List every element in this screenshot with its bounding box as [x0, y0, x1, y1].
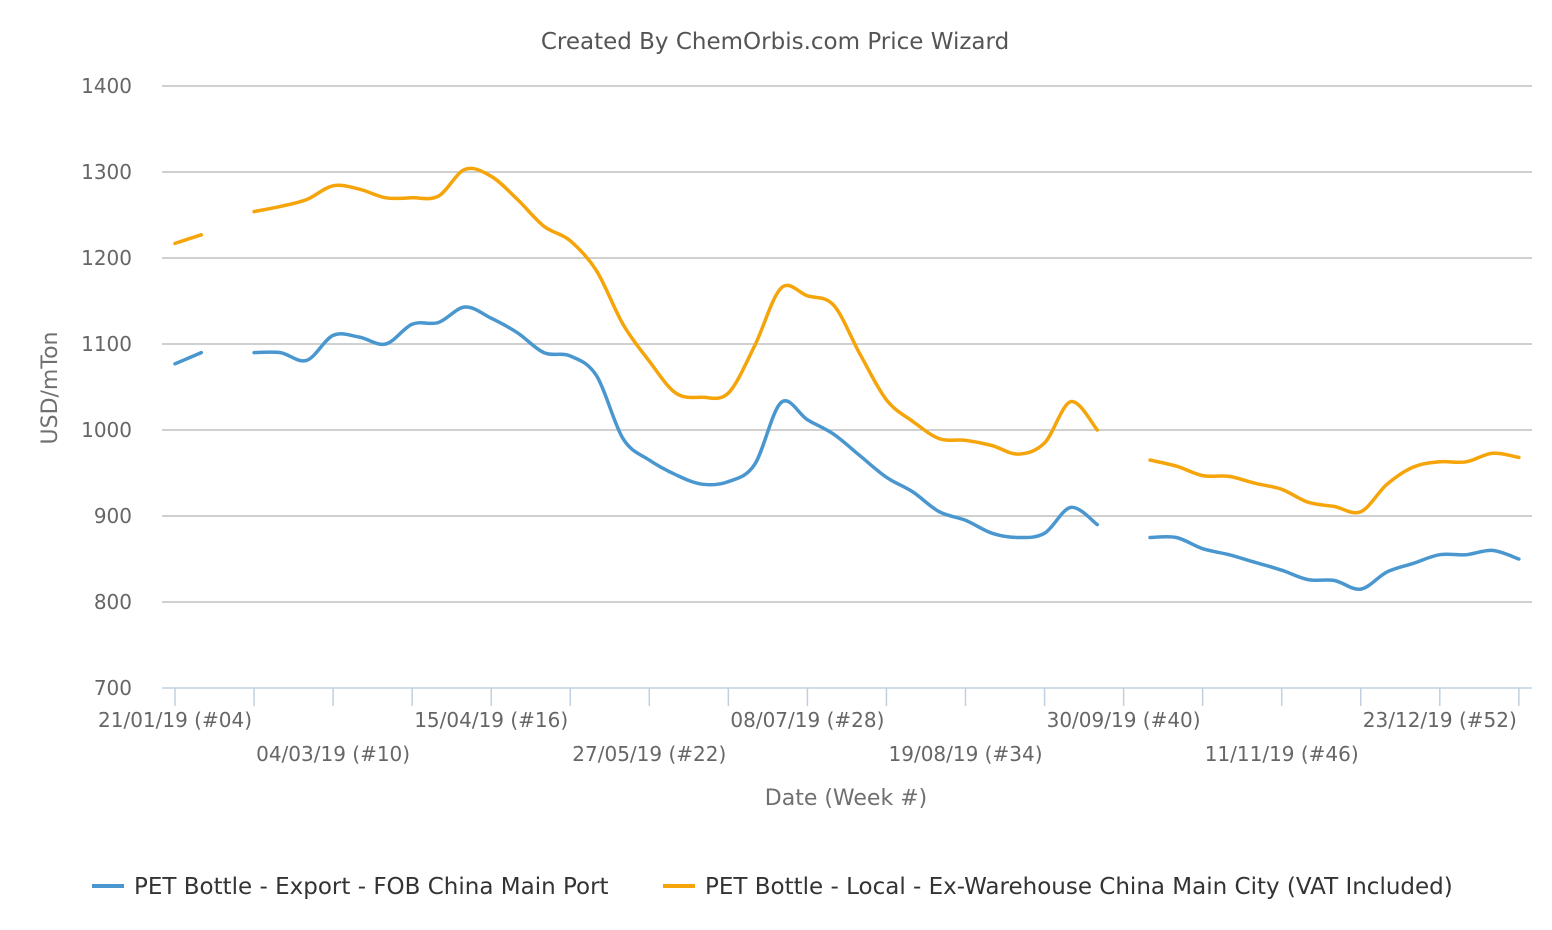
x-tick-label: 23/12/19 (#52) [1363, 708, 1517, 732]
gridlines [162, 85, 1532, 603]
series-lines [173, 166, 1521, 591]
x-tick-label: 11/11/19 (#46) [1205, 742, 1359, 766]
x-tick-label: 04/03/19 (#10) [256, 742, 410, 766]
y-tick-label: 1300 [81, 160, 132, 184]
chart-title: Created By ChemOrbis.com Price Wizard [541, 29, 1009, 55]
x-tick-label: 08/07/19 (#28) [730, 708, 884, 732]
legend-item-2: PET Bottle - Local - Ex-Warehouse China … [663, 874, 1453, 900]
series-1 [173, 305, 1521, 591]
legend-label: PET Bottle - Export - FOB China Main Por… [134, 874, 609, 900]
y-tick-label: 1400 [81, 74, 132, 98]
legend-item-1: PET Bottle - Export - FOB China Main Por… [92, 874, 609, 900]
series-line-segment [1148, 534, 1521, 591]
y-tick-label: 1100 [81, 332, 132, 356]
series-line-segment [252, 166, 1100, 456]
series-line-segment [1148, 451, 1521, 515]
x-tick-label: 30/09/19 (#40) [1047, 708, 1201, 732]
x-tick-label: 15/04/19 (#16) [414, 708, 568, 732]
y-tick-label: 800 [94, 590, 132, 614]
series-line-segment [173, 350, 204, 366]
x-tick-label: 19/08/19 (#34) [889, 742, 1043, 766]
series-line-segment [173, 233, 204, 246]
y-axis-title: USD/mTon [38, 332, 63, 445]
y-axis: 700 800 900 1000 1100 1200 1300 1400 [81, 74, 132, 700]
y-tick-label: 700 [94, 676, 132, 700]
series-line-segment [252, 305, 1100, 540]
x-axis: 21/01/19 (#04)04/03/19 (#10)15/04/19 (#1… [98, 687, 1532, 766]
x-axis-title: Date (Week #) [765, 786, 927, 811]
x-tick-label: 27/05/19 (#22) [572, 742, 726, 766]
legend: PET Bottle - Export - FOB China Main Por… [92, 874, 1453, 900]
y-tick-label: 900 [94, 504, 132, 528]
y-tick-label: 1200 [81, 246, 132, 270]
x-tick-label: 21/01/19 (#04) [98, 708, 252, 732]
y-tick-label: 1000 [81, 418, 132, 442]
series-2 [173, 166, 1521, 515]
legend-label: PET Bottle - Local - Ex-Warehouse China … [705, 874, 1453, 900]
